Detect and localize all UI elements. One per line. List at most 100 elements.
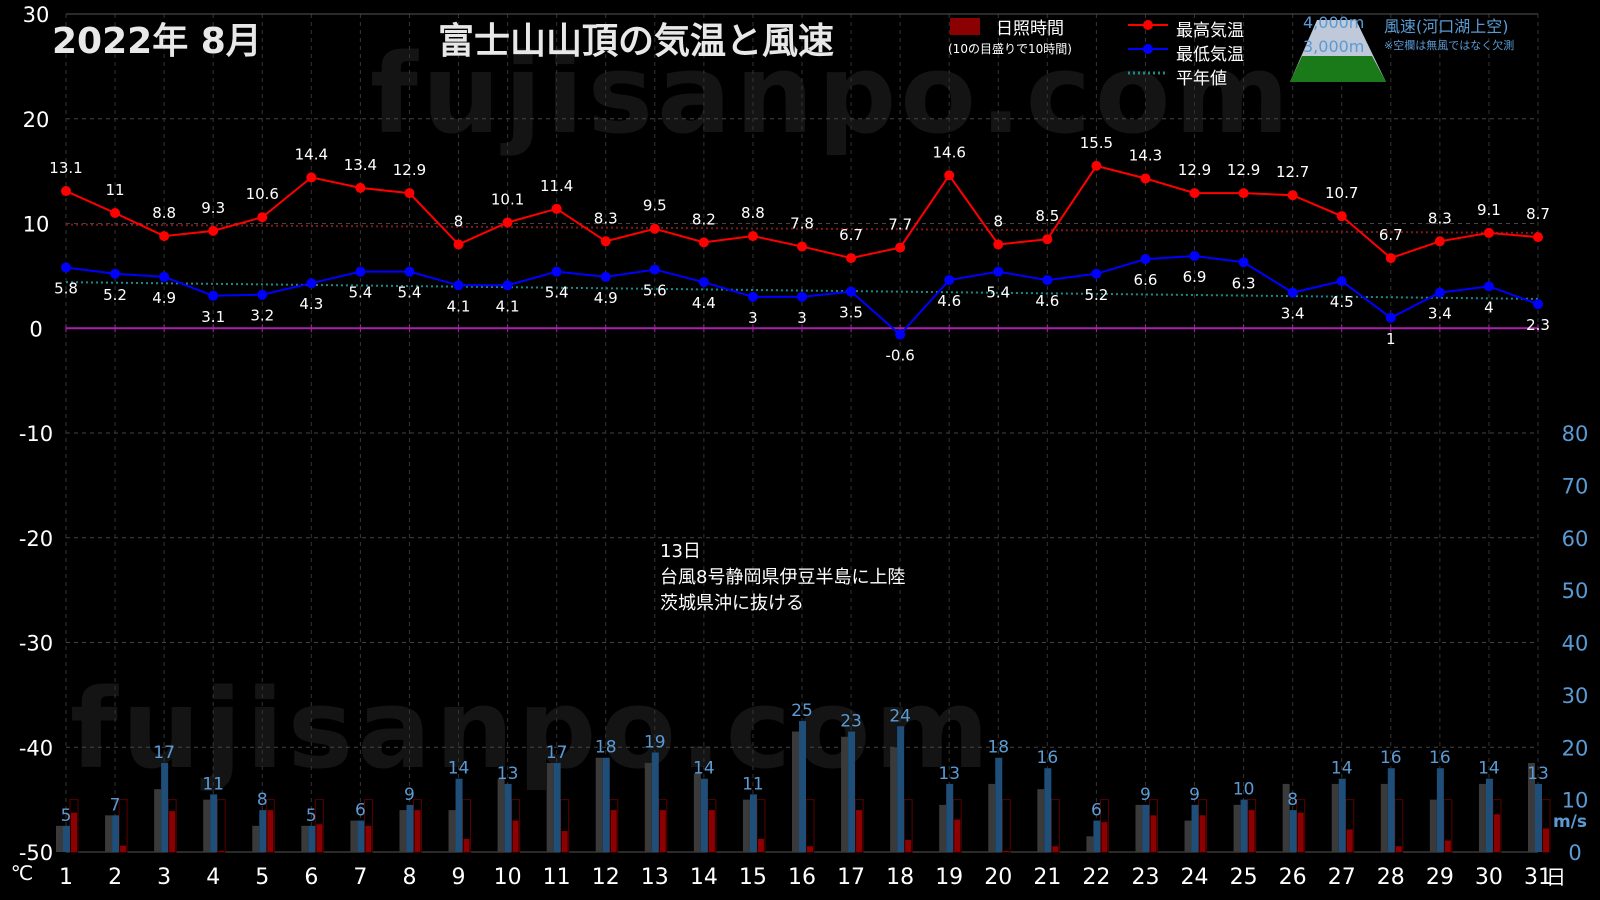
max-temp-point — [208, 225, 219, 236]
x-tick-label: 11 — [543, 865, 571, 890]
x-tick-label: 21 — [1033, 865, 1061, 890]
min-temp-label: 3.1 — [201, 308, 225, 326]
sunshine-bar — [1493, 814, 1500, 852]
min-temp-label: 5.4 — [398, 284, 422, 302]
x-tick-label: 10 — [494, 865, 522, 890]
wind-4000-bar — [749, 794, 757, 852]
x-tick-label: 29 — [1426, 865, 1454, 890]
x-tick-label: 12 — [592, 865, 620, 890]
max-temp-point — [1483, 227, 1494, 238]
wind-4000-bar — [1289, 810, 1297, 852]
max-temp-label: 14.6 — [932, 143, 965, 161]
wind-4000-label: 13 — [1527, 764, 1549, 784]
sunshine-outline — [1050, 799, 1060, 853]
x-tick-label: 19 — [935, 865, 963, 890]
y2-tick-label: 0 — [1568, 841, 1581, 865]
y2-tick-label: 70 — [1562, 474, 1589, 498]
month-title: 2022年 8月 — [52, 21, 262, 62]
max-temp-point — [453, 239, 464, 250]
x-tick-label: 27 — [1328, 865, 1356, 890]
max-temp-label: 6.7 — [839, 226, 863, 244]
x-suffix-label: 日 — [1546, 865, 1566, 889]
wind-4000-label: 14 — [1331, 759, 1353, 779]
wind-legend-label: 風速(河口湖上空) — [1384, 17, 1509, 36]
min-temp-point — [895, 329, 906, 340]
min-temp-point — [355, 266, 366, 277]
sunshine-bar — [169, 811, 176, 852]
max-temp-point — [1189, 188, 1200, 199]
normal-max-line — [65, 223, 1539, 234]
y2-tick-label: 80 — [1562, 422, 1589, 446]
x-tick-label: 2 — [108, 865, 122, 890]
max-temp-point — [747, 231, 758, 242]
x-tick-label: 15 — [739, 865, 767, 890]
wind-4000-bar — [1191, 804, 1199, 852]
annotation-line-2: 台風8号静岡県伊豆半島に上陸 — [660, 567, 906, 588]
sunshine-legend-note: (10の目盛りで10時間) — [948, 42, 1072, 56]
wind-3000-bar — [988, 783, 996, 852]
min-temp-point — [61, 262, 71, 273]
min-temp-point — [1336, 276, 1347, 287]
max-temp-label: 8.7 — [1526, 205, 1550, 223]
wind-3000-bar — [1331, 783, 1339, 852]
wind-3000-bar — [105, 815, 113, 852]
typhoon-annotation: 13日 台風8号静岡県伊豆半島に上陸 茨城県沖に抜ける — [660, 539, 905, 617]
wind-4000-bar — [995, 757, 1003, 852]
wind-4000-label: 6 — [355, 801, 366, 821]
normal-legend-label: 平年値 — [1176, 69, 1227, 89]
wind-4000-label: 17 — [153, 743, 175, 763]
max-temp-label: 13.4 — [344, 156, 377, 174]
wind-4000-bar — [210, 794, 218, 852]
x-tick-label: 13 — [641, 865, 669, 890]
max-temp-label: 12.9 — [1227, 161, 1260, 179]
wind-4000-label: 5 — [61, 806, 72, 826]
x-tick-label: 23 — [1131, 865, 1159, 890]
annotation-line-3: 茨城県沖に抜ける — [660, 593, 804, 614]
watermark-top: fujisanpo.com — [370, 30, 1294, 158]
y-tick-label: -40 — [19, 736, 53, 760]
wind-4000-bar — [946, 783, 954, 852]
wind-legend-4000: 4,000m — [1303, 13, 1365, 32]
min-temp-label: 4.1 — [447, 297, 471, 315]
sunshine-legend-swatch — [950, 18, 980, 35]
min-temp-point — [404, 266, 415, 277]
max-temp-point — [649, 223, 660, 234]
max-temp-point — [1140, 173, 1151, 184]
wind-4000-bar — [1044, 768, 1052, 852]
x-tick-label: 8 — [402, 865, 416, 890]
min-temp-point — [110, 268, 121, 279]
min-temp-label: 3 — [797, 309, 807, 327]
y-tick-label: 20 — [23, 108, 50, 132]
sunshine-bar — [1199, 815, 1206, 852]
max-temp-label: 14.3 — [1129, 146, 1162, 164]
sunshine-bar — [561, 831, 568, 852]
min-temp-point — [1091, 268, 1102, 279]
min-temp-point — [257, 289, 268, 300]
sunshine-bar — [1248, 810, 1255, 852]
wind-4000-label: 11 — [202, 774, 224, 794]
sunshine-bar — [1543, 828, 1549, 852]
max-temp-label: 10.7 — [1325, 184, 1358, 202]
sunshine-bar — [1101, 822, 1108, 852]
max-temp-point — [1336, 211, 1347, 222]
y-tick-label: 30 — [23, 3, 50, 27]
sunshine-bar — [71, 812, 77, 852]
y2-tick-label: 60 — [1562, 527, 1589, 551]
max-temp-label: 8.3 — [594, 209, 618, 227]
wind-3000-bar — [595, 757, 603, 852]
wind-4000-bar — [1485, 778, 1493, 852]
wind-3000-bar — [1135, 804, 1143, 852]
wind-4000-label: 16 — [1429, 748, 1451, 768]
wind-3000-bar — [1037, 789, 1045, 852]
annotation-line-1: 13日 — [660, 541, 701, 562]
wind-3000-bar — [1184, 820, 1192, 852]
min-temp-label: 3.5 — [839, 304, 863, 322]
min-temp-label: 5.6 — [643, 282, 667, 300]
min-legend-marker — [1143, 44, 1153, 54]
y2-tick-label: 50 — [1562, 579, 1589, 603]
min-temp-label: 4.1 — [496, 297, 520, 315]
wind-3000-bar — [644, 762, 652, 852]
max-temp-point — [944, 170, 955, 181]
min-temp-point — [502, 280, 513, 291]
wind-3000-bar — [1233, 804, 1241, 852]
